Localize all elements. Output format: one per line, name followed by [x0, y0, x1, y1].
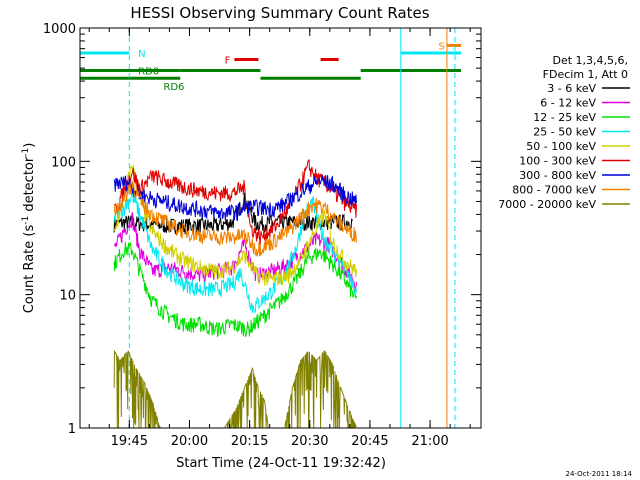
series-line-2 [113, 241, 357, 338]
legend-label-3: 25 - 50 keV [533, 126, 596, 139]
series-line-3 [113, 191, 357, 314]
flag-label-rd6: RD6 [163, 82, 184, 93]
x-tick-label-0: 19:45 [111, 434, 148, 449]
legend-header-line2: FDecim 1, Att 0 [543, 68, 628, 81]
series-line-1 [114, 212, 357, 291]
series-line-7 [113, 180, 357, 257]
series-line-8 [113, 349, 357, 430]
series-line-5 [114, 159, 357, 245]
legend-label-7: 800 - 7000 keV [512, 184, 596, 197]
vertical-markers [128, 28, 456, 428]
y-tick-label-1: 10 [59, 289, 76, 304]
x-axis-label: Start Time (24-Oct-11 19:32:42) [176, 456, 386, 471]
y-axis: 1 10 100 1000 [43, 22, 481, 437]
legend-label-6: 300 - 800 keV [519, 169, 596, 182]
legend-label-0: 3 - 6 keV [547, 82, 596, 95]
legend-label-1: 6 - 12 keV [540, 97, 596, 110]
y-tick-label-2: 100 [51, 155, 76, 170]
chart-title: HESSI Observing Summary Count Rates [130, 4, 429, 22]
x-tick-label-1: 20:00 [171, 434, 208, 449]
timestamp: 24-Oct-2011 18:14 [566, 470, 633, 478]
series-line-6 [113, 175, 357, 221]
y-tick-label-3: 1000 [43, 22, 76, 37]
series-layer [113, 159, 357, 430]
series-line-4 [113, 164, 357, 286]
flag-label-f: F [225, 56, 231, 67]
flags-layer: N RD0 RD6 F S [80, 41, 461, 93]
x-tick-label-2: 20:15 [231, 434, 268, 449]
y-axis-label: Count Rate (s-1 detector-1) [21, 143, 37, 314]
legend-header-line1: Det 1,3,4,5,6, [552, 54, 628, 67]
x-axis: 19:45 20:00 20:15 20:30 20:45 21:00 [88, 28, 471, 449]
y-tick-label-0: 1 [68, 422, 76, 437]
x-tick-label-5: 21:00 [411, 434, 448, 449]
x-tick-label-3: 20:30 [291, 434, 328, 449]
plot-frame [79, 27, 482, 429]
legend-label-2: 12 - 25 keV [533, 111, 596, 124]
flag-label-s: S [439, 41, 445, 52]
x-tick-label-4: 20:45 [351, 434, 388, 449]
legend-label-8: 7000 - 20000 keV [498, 198, 596, 211]
legend-label-4: 50 - 100 keV [526, 140, 596, 153]
flag-label-rd0: RD0 [138, 67, 159, 78]
flag-label-n: N [138, 49, 145, 60]
legend-label-5: 100 - 300 keV [519, 155, 596, 168]
legend: Det 1,3,4,5,6, FDecim 1, Att 0 3 - 6 keV… [498, 54, 630, 211]
